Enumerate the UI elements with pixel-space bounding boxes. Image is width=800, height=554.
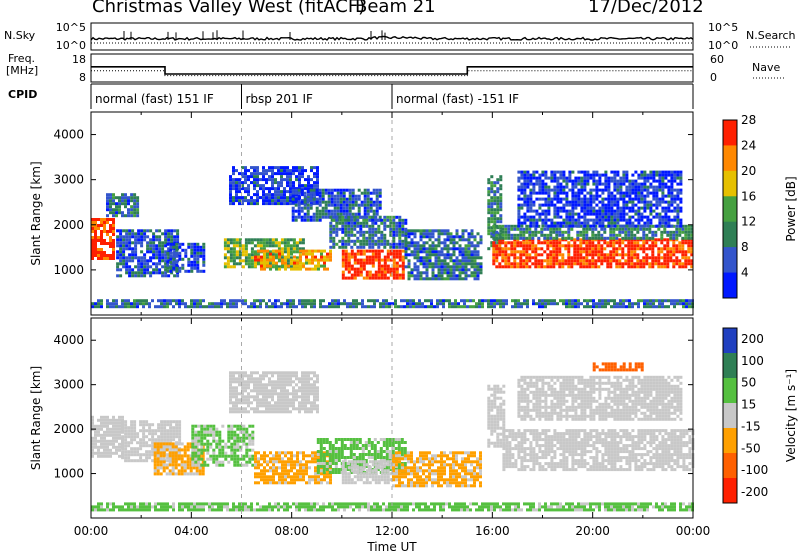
- freq-frame: [90, 53, 694, 83]
- velocity-colorbar-tick: -200: [741, 485, 768, 499]
- velocity-colorbar-segment: [723, 353, 737, 379]
- power-colorbar-tick: 20: [741, 164, 756, 178]
- cpid-segment-label: normal (fast) -151 IF: [396, 92, 519, 106]
- power-colorbar-tick: 16: [741, 189, 756, 203]
- power-colorbar-frame: [722, 119, 738, 299]
- power-colorbar-label: Power [dB]: [784, 176, 798, 241]
- velocity-colorbar-segment: [723, 453, 737, 479]
- power-echo-region: [341, 249, 405, 280]
- velocity-colorbar-label: Velocity [m s⁻¹]: [784, 369, 798, 462]
- velocity-echo-region: [91, 502, 694, 512]
- y-tick-label: 1000: [53, 263, 84, 277]
- nsky-tick: 10^0: [56, 39, 86, 52]
- x-tick-label: 04:00: [174, 524, 209, 538]
- x-tick-label: 00:00: [676, 524, 711, 538]
- date-label: 17/Dec/2012: [588, 0, 704, 17]
- power-colorbar-tick: 28: [741, 113, 756, 127]
- velocity-echo-region: [592, 362, 644, 372]
- nave-tick: 0: [710, 71, 717, 84]
- station-title: Christmas Valley West (fitACF): [92, 0, 366, 17]
- power-colorbar-tick: 24: [741, 138, 756, 152]
- cpid-label: CPID: [8, 88, 38, 101]
- velocity-colorbar-tick: 200: [741, 332, 764, 346]
- power-colorbar-segment: [723, 120, 737, 146]
- cpid-segment-label: normal (fast) 151 IF: [95, 92, 214, 106]
- velocity-echo-region: [517, 375, 683, 421]
- velocity-echo-region: [392, 451, 482, 488]
- freq-label-line1: Freq.: [8, 52, 36, 65]
- power-echo-region: [91, 299, 694, 309]
- velocity-colorbar-segment: [723, 403, 737, 429]
- x-tick-label: 20:00: [575, 524, 610, 538]
- velocity-echo-region: [191, 424, 255, 467]
- x-tick-label: 08:00: [274, 524, 309, 538]
- velocity-echo-region: [502, 429, 695, 472]
- velocity-echo-region: [341, 460, 393, 485]
- power-colorbar-segment: [723, 221, 737, 248]
- power-colorbar-tick: 12: [741, 215, 756, 229]
- velocity-colorbar-tick: -50: [741, 441, 761, 455]
- y-tick-label: 2000: [53, 218, 84, 232]
- nave-label: Nave: [752, 61, 781, 74]
- power-echo-region: [254, 249, 332, 271]
- velocity-echo-region: [229, 371, 319, 414]
- power-colorbar-segment: [723, 272, 737, 299]
- nave-trace: [91, 70, 693, 77]
- x-tick-label: 12:00: [375, 524, 410, 538]
- power-echo-region: [106, 193, 140, 218]
- y-tick-label: 2000: [53, 422, 84, 436]
- power-colorbar-segment: [723, 247, 737, 274]
- power-colorbar-segment: [723, 196, 737, 223]
- velocity-colorbar-segment: [723, 378, 737, 404]
- velocity-colorbar-segment: [723, 478, 737, 504]
- freq-label-line2: [MHz]: [6, 64, 39, 77]
- nsearch-tick: 10^5: [708, 21, 738, 34]
- power-echo-region: [91, 218, 115, 260]
- nave-tick: 60: [710, 53, 724, 66]
- freq-tick: 8: [79, 71, 86, 84]
- nsky-trace: [90, 35, 694, 41]
- velocity-colorbar-tick: 50: [741, 376, 756, 390]
- y-tick-label: 3000: [53, 378, 84, 392]
- nsearch-label: N.Search: [746, 29, 796, 42]
- nsky-label: N.Sky: [4, 29, 36, 42]
- power-echo-region: [166, 242, 206, 273]
- power-colorbar-segment: [723, 170, 737, 197]
- nsky-frame: [90, 22, 694, 51]
- power-colorbar-tick: 8: [741, 240, 749, 254]
- y-tick-label: 4000: [53, 333, 84, 347]
- y-tick-label: 4000: [53, 128, 84, 142]
- y-tick-label: 3000: [53, 173, 84, 187]
- nsky-tick: 10^5: [56, 21, 86, 34]
- freq-trace: [91, 66, 693, 75]
- power-echo-region: [404, 229, 483, 281]
- x-tick-label: 16:00: [475, 524, 510, 538]
- velocity-colorbar-tick: 100: [741, 354, 764, 368]
- velocity-colorbar-segment: [723, 328, 737, 354]
- velocity-colorbar-segment: [723, 428, 737, 454]
- power-echo-region: [492, 238, 694, 269]
- x-axis-label: Time UT: [366, 540, 417, 554]
- power-echo-region: [517, 170, 683, 228]
- velocity-colorbar-tick: -15: [741, 419, 761, 433]
- velocity-ylabel: Slant Range [km]: [29, 366, 43, 470]
- beam-label: Beam 21: [355, 0, 436, 17]
- velocity-colorbar-frame: [722, 327, 738, 504]
- x-tick-label: 00:00: [74, 524, 109, 538]
- freq-tick: 18: [72, 53, 86, 66]
- y-tick-label: 1000: [53, 467, 84, 481]
- velocity-colorbar-tick: -100: [741, 463, 768, 477]
- velocity-colorbar-tick: 15: [741, 398, 756, 412]
- cpid-segment-label: rbsp 201 IF: [246, 92, 313, 106]
- power-ylabel: Slant Range [km]: [29, 161, 43, 265]
- nsearch-tick: 10^0: [708, 39, 738, 52]
- power-colorbar-segment: [723, 145, 737, 172]
- power-colorbar-tick: 4: [741, 266, 749, 280]
